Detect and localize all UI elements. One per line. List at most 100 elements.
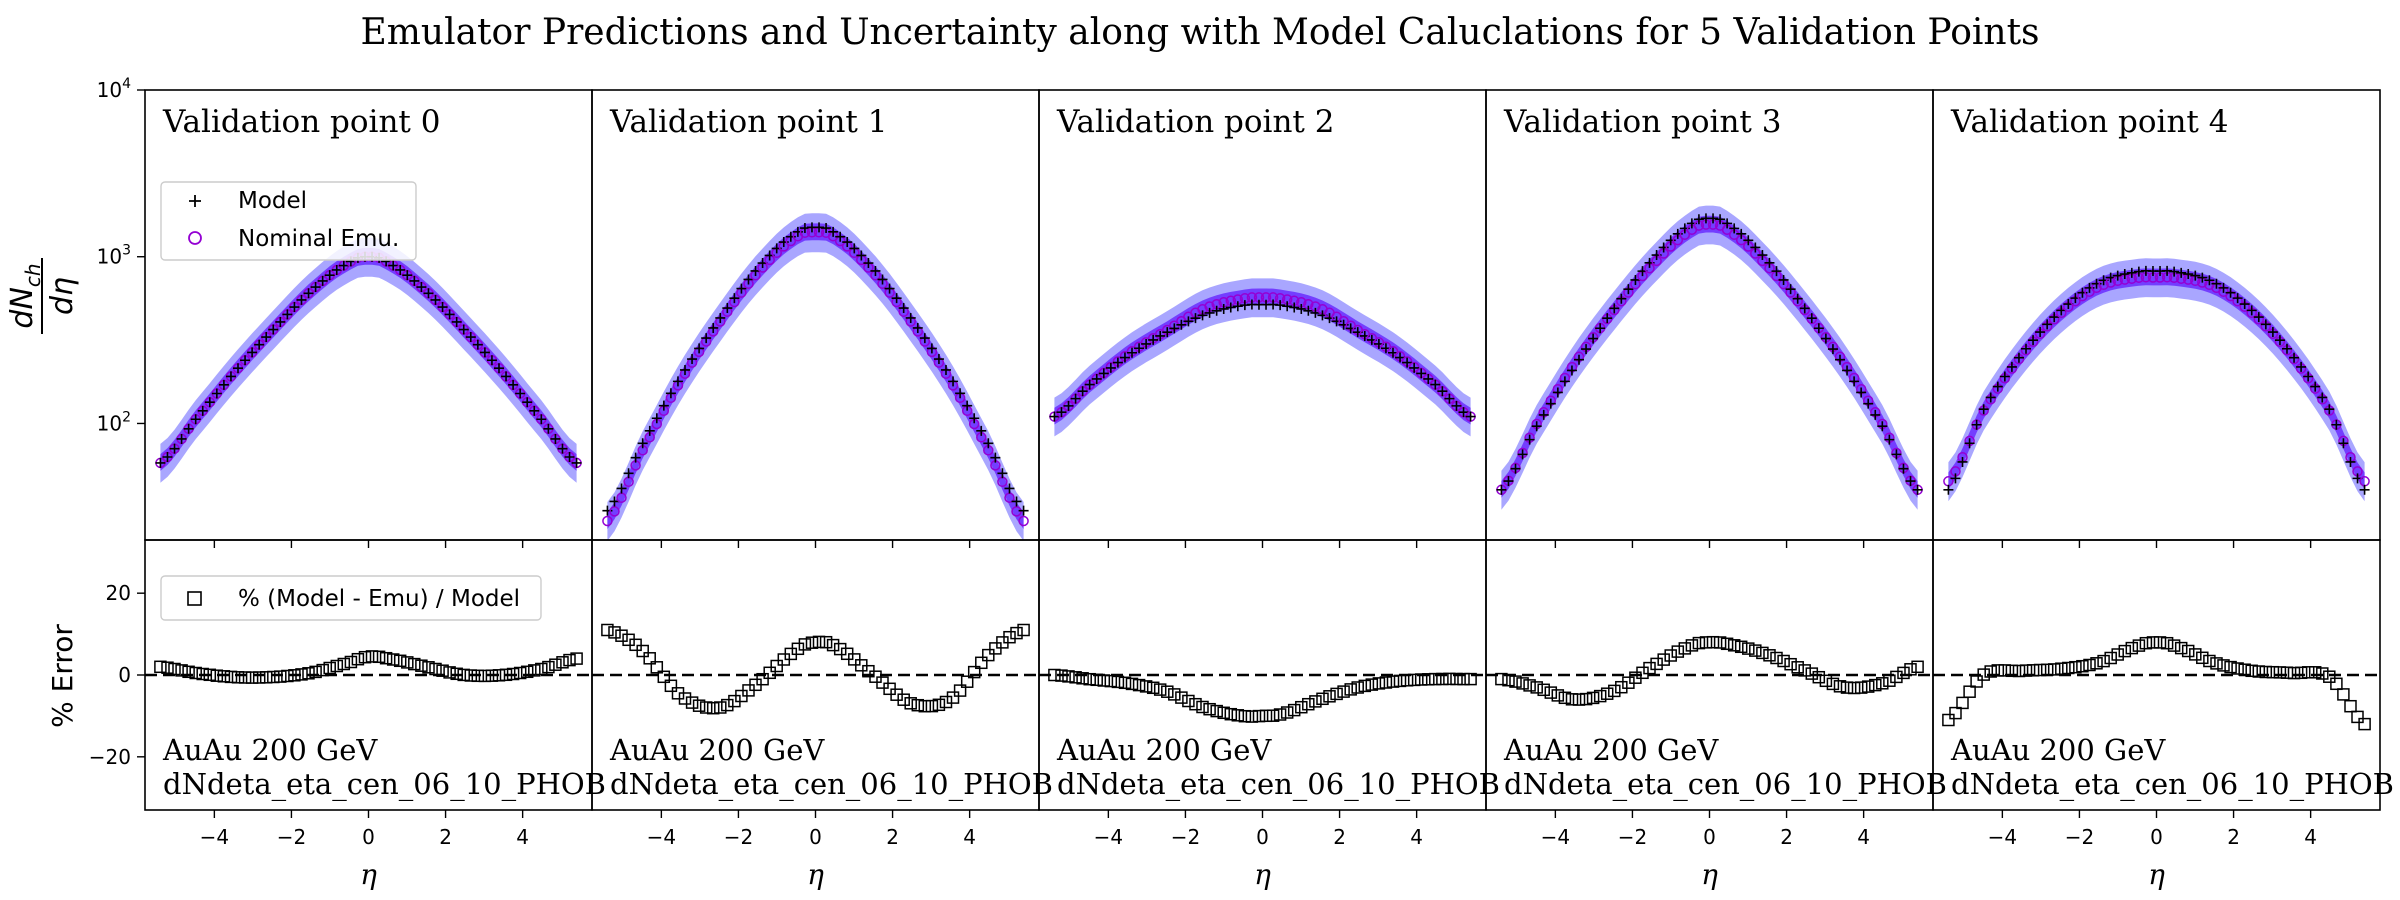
annotation-line1: AuAu 200 GeV xyxy=(609,733,825,767)
err-marker-49 xyxy=(946,691,960,704)
model-marker-25 xyxy=(331,264,342,275)
err-marker-14 xyxy=(252,671,266,684)
err-marker-18 xyxy=(2069,660,2082,674)
emu-band-outer xyxy=(1501,205,1918,510)
annotation-line2: dNdeta_eta_cen_06_10_PHOB xyxy=(1951,767,2394,802)
model-marker-5 xyxy=(1531,421,1542,432)
emu-band-outer xyxy=(1054,278,1471,437)
err-marker-34 xyxy=(1287,703,1301,717)
err-marker-56 xyxy=(1890,670,1903,684)
err-marker-21 xyxy=(1643,661,1656,675)
err-marker-48 xyxy=(2280,666,2294,679)
model-marker-15 xyxy=(1155,330,1166,341)
legend-bottom: % (Model - Emu) / Model xyxy=(160,575,542,621)
x-axis-label: η xyxy=(2148,858,2165,891)
model-marker-13 xyxy=(694,343,705,354)
err-marker-22 xyxy=(309,665,322,679)
emu-marker-59 xyxy=(1018,515,1029,527)
x-tick-label: −4 xyxy=(647,825,676,849)
model-marker-32 xyxy=(828,226,839,237)
model-marker-49 xyxy=(2289,352,2300,363)
x-tick-label: 4 xyxy=(2304,825,2317,849)
model-marker-7 xyxy=(1098,368,1109,379)
model-marker-56 xyxy=(1891,449,1902,460)
err-marker-57 xyxy=(1450,672,1463,686)
model-marker-51 xyxy=(1409,362,1420,373)
err-marker-40 xyxy=(1330,687,1343,701)
model-marker-21 xyxy=(1197,310,1208,321)
model-marker-40 xyxy=(1331,316,1342,327)
model-marker-44 xyxy=(912,322,923,333)
err-marker-26 xyxy=(1231,709,1245,722)
model-marker-36 xyxy=(856,250,867,261)
err-marker-59 xyxy=(1911,660,1924,674)
err-marker-12 xyxy=(1132,678,1146,692)
err-marker-31 xyxy=(2160,636,2174,650)
err-marker-33 xyxy=(1280,706,1294,719)
model-marker-20 xyxy=(2084,282,2095,293)
model-marker-19 xyxy=(736,283,747,294)
err-marker-22 xyxy=(1650,657,1663,671)
err-marker-5 xyxy=(636,644,649,658)
err-marker-29 xyxy=(1252,709,1266,723)
top-ylabel-den: dη xyxy=(45,277,80,315)
model-marker-6 xyxy=(1538,409,1549,420)
model-marker-18 xyxy=(282,309,293,320)
err-marker-58 xyxy=(1457,672,1470,686)
err-marker-15 xyxy=(259,671,273,684)
err-marker-14 xyxy=(1593,689,1607,703)
model-marker-2 xyxy=(616,483,627,494)
err-marker-27 xyxy=(791,642,805,656)
model-marker-24 xyxy=(324,270,335,281)
model-marker-50 xyxy=(1849,376,1860,387)
panel-title: Validation point 1 xyxy=(609,104,887,140)
model-marker-43 xyxy=(905,312,916,323)
err-marker-23 xyxy=(1657,653,1670,666)
err-marker-7 xyxy=(1991,664,2005,677)
err-marker-6 xyxy=(1984,665,1997,678)
err-marker-49 xyxy=(499,668,513,682)
model-marker-3 xyxy=(623,468,634,479)
err-marker-8 xyxy=(1104,674,1118,688)
err-marker-42 xyxy=(1791,661,1804,674)
model-marker-11 xyxy=(1127,347,1138,358)
model-marker-52 xyxy=(1416,368,1427,379)
err-marker-53 xyxy=(1869,678,1882,692)
err-marker-38 xyxy=(1763,649,1776,662)
model-marker-8 xyxy=(1999,371,2010,382)
err-marker-0 xyxy=(1048,668,1061,682)
err-marker-29 xyxy=(358,650,372,664)
err-marker-12 xyxy=(685,696,699,709)
err-marker-13 xyxy=(2033,663,2047,677)
err-marker-57 xyxy=(556,656,569,669)
x-tick-label: 2 xyxy=(1780,825,1793,849)
model-marker-41 xyxy=(444,309,455,320)
err-marker-20 xyxy=(2083,658,2096,672)
model-marker-58 xyxy=(1905,476,1916,487)
err-marker-57 xyxy=(1003,630,1016,644)
model-marker-36 xyxy=(1750,242,1761,253)
model-marker-16 xyxy=(1609,303,1620,314)
model-marker-49 xyxy=(1842,365,1853,376)
err-marker-33 xyxy=(2174,641,2188,655)
top-axes-frame xyxy=(591,89,1040,541)
model-marker-56 xyxy=(997,468,1008,479)
model-marker-11 xyxy=(680,364,691,375)
err-marker-54 xyxy=(982,648,995,662)
model-marker-14 xyxy=(1148,334,1159,345)
model-marker-20 xyxy=(296,294,307,305)
err-marker-20 xyxy=(1636,666,1649,680)
legend-err-marker xyxy=(187,591,202,606)
err-marker-44 xyxy=(464,669,478,682)
model-marker-54 xyxy=(983,438,994,449)
model-marker-19 xyxy=(1183,316,1194,327)
annotation-line2: dNdeta_eta_cen_06_10_PHOB xyxy=(1504,767,1947,802)
model-marker-35 xyxy=(849,243,860,254)
legend-emu-label: Nominal Emu. xyxy=(238,226,399,252)
model-marker-3 xyxy=(1517,449,1528,460)
model-marker-55 xyxy=(1884,434,1895,445)
err-marker-27 xyxy=(1685,639,1699,652)
err-marker-28 xyxy=(1245,710,1259,723)
err-marker-4 xyxy=(1970,675,1983,688)
